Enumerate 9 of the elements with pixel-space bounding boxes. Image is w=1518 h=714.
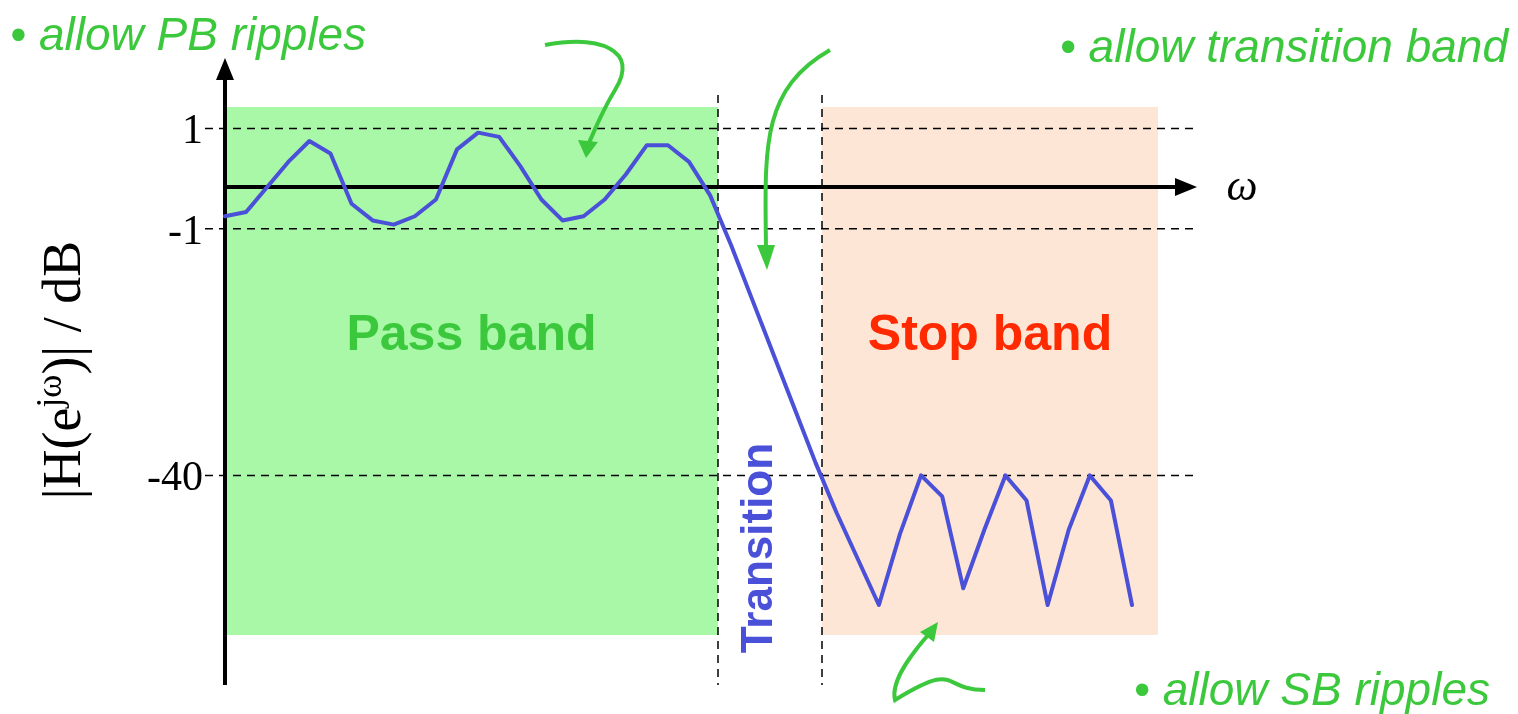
x-axis-title: ω	[1226, 161, 1258, 211]
annotation: Pass band	[346, 305, 597, 361]
annotation: Transition	[732, 442, 781, 654]
annotation: Stop band	[867, 305, 1113, 361]
text: -40	[147, 453, 203, 500]
text: • allow transition band	[1059, 20, 1510, 72]
text: • allow PB ripples	[10, 8, 367, 60]
text: -1	[168, 206, 203, 253]
text: 1	[182, 106, 203, 153]
